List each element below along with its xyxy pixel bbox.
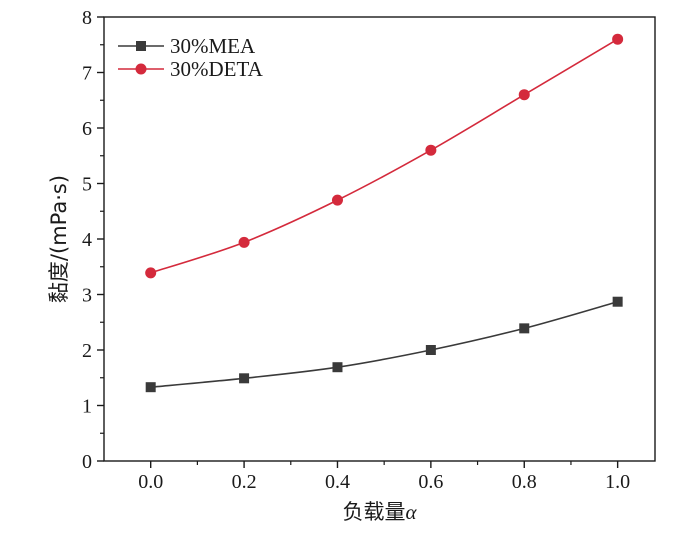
series-layer [145,33,624,393]
y-tick-label: 5 [82,174,92,196]
data-point-deta [238,236,250,248]
plot-area [103,16,656,462]
x-axis-title-text: 负载量 [342,500,405,524]
data-point-deta [331,194,343,206]
y-axis-title: 黏度/(mPa·s) [47,175,71,303]
data-point-deta [145,267,157,279]
y-tick-label: 6 [82,118,92,140]
data-point-mea [145,382,156,393]
plot-frame [103,16,656,462]
x-axis-title: 负载量α [342,500,417,524]
data-point-mea [332,362,343,373]
y-tick-label: 1 [82,396,92,418]
legend-marker-mea [136,41,146,51]
y-tick-label: 3 [82,285,92,307]
x-tick-label: 0.8 [512,471,537,493]
x-tick-label: 0.0 [138,471,163,493]
x-tick-label: 1.0 [605,471,630,493]
axes: 0.0 0.2 0.4 0.6 0.8 1.0 0 1 2 3 4 5 6 7 8 [82,7,630,493]
legend-item-deta: 30%DETA [118,57,264,81]
y-tick-label: 4 [82,229,92,251]
series-line-mea [150,300,618,388]
legend-item-mea: 30%MEA [118,34,256,58]
data-point-mea [239,373,250,384]
y-tick-label: 0 [82,451,92,473]
x-tick-label: 0.6 [418,471,443,493]
x-tick-label: 0.4 [325,471,350,493]
y-tick-label: 8 [82,7,92,29]
data-point-mea [425,345,436,355]
data-point-deta [425,144,437,156]
legend-marker-deta [135,63,147,75]
data-point-deta [518,89,530,101]
x-tick-label: 0.2 [232,471,257,493]
data-point-mea [612,296,623,307]
data-point-mea [519,323,530,334]
data-point-deta [612,33,624,45]
legend-label-deta: 30%DETA [170,57,264,81]
y-tick-label: 7 [82,63,92,85]
y-tick-label: 2 [82,340,92,362]
legend: 30%MEA 30%DETA [118,34,264,81]
x-axis-title-symbol: α [405,500,417,524]
legend-label-mea: 30%MEA [170,34,256,58]
